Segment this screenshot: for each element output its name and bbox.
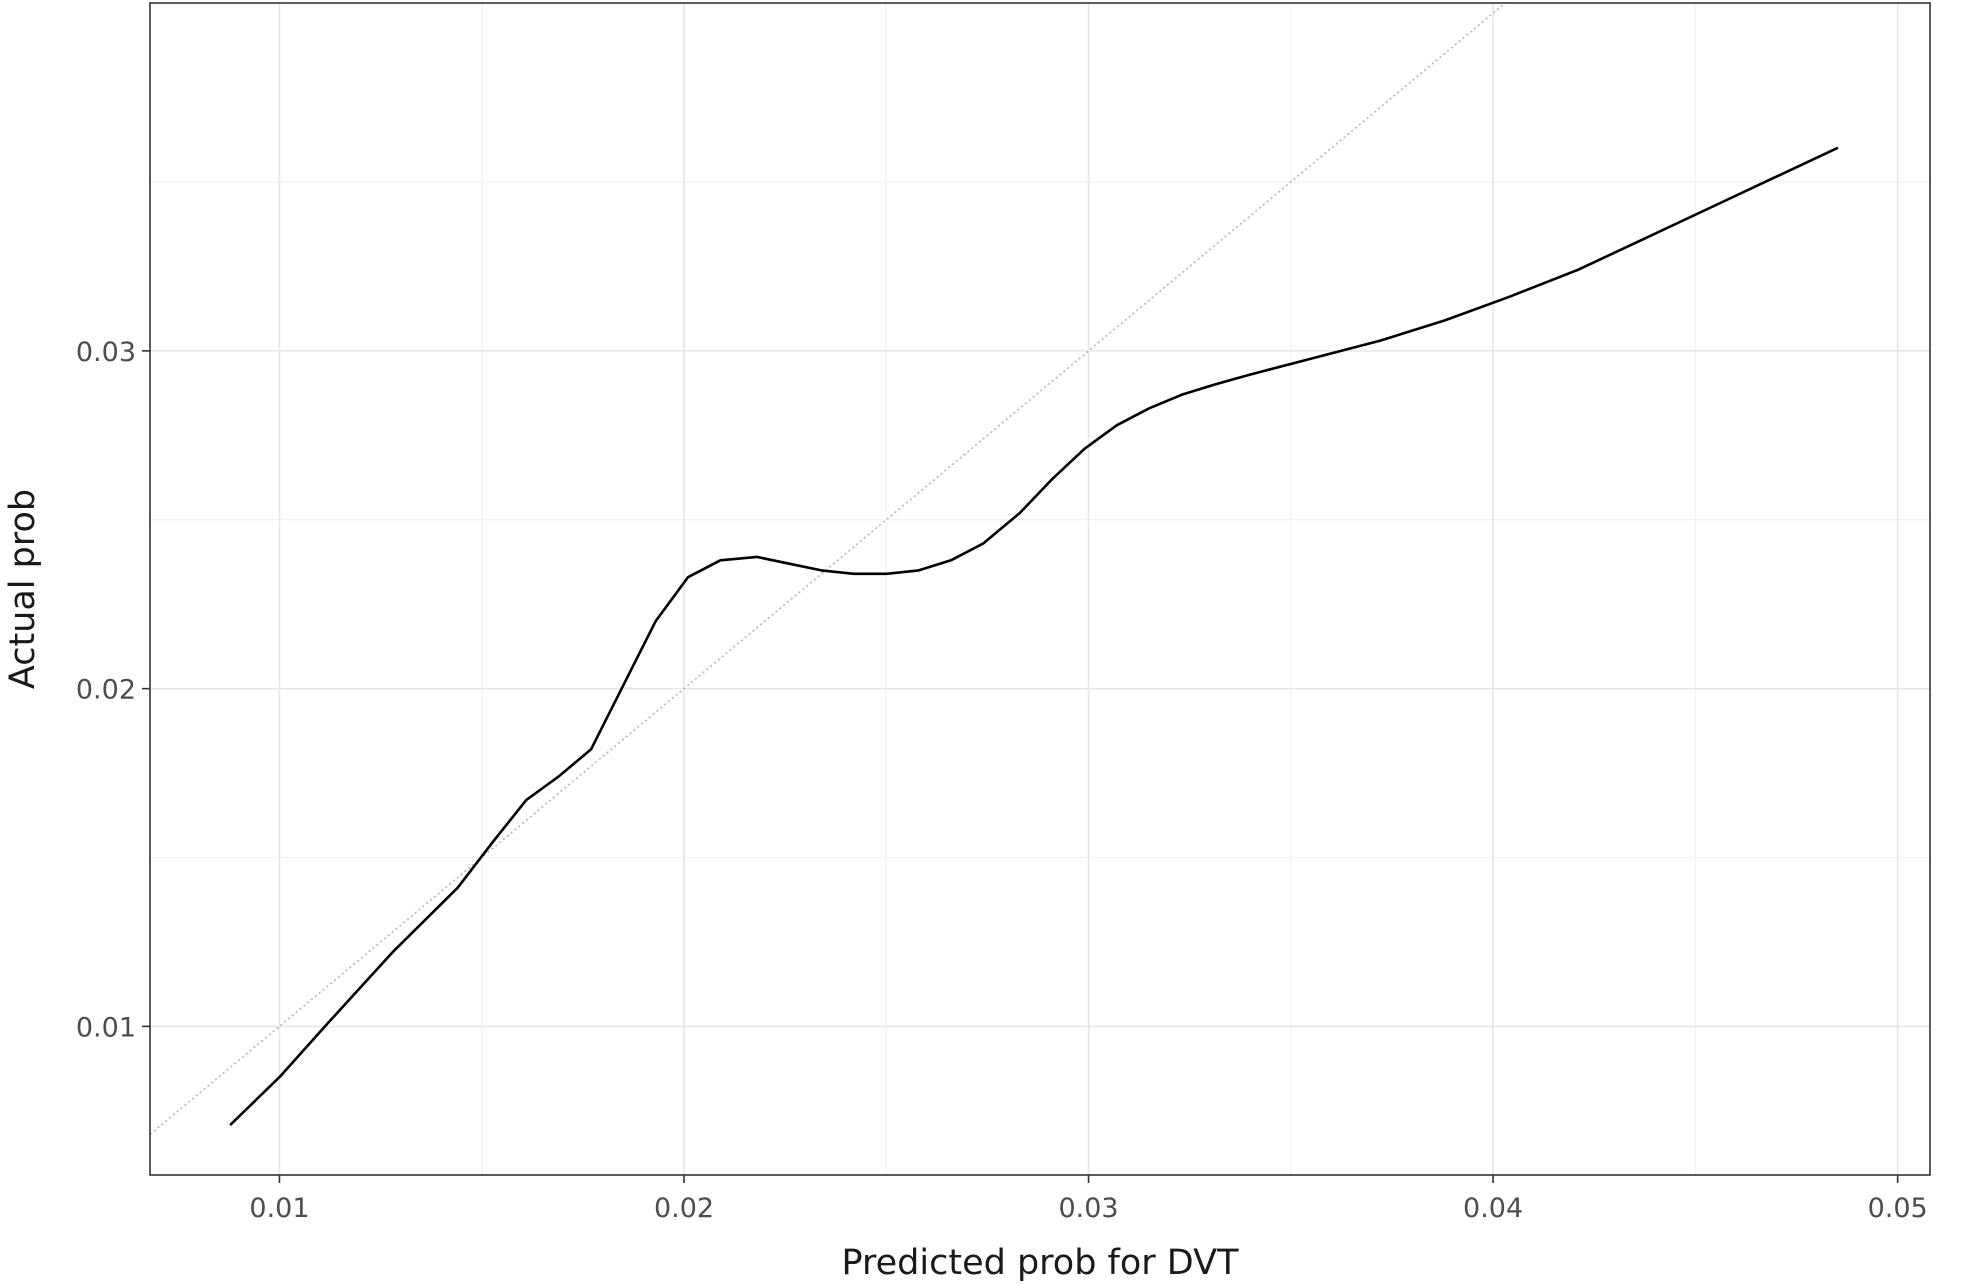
y-tick-label: 0.03: [76, 337, 136, 368]
x-tick-label: 0.01: [249, 1193, 309, 1224]
plot-panel-background: [150, 3, 1930, 1175]
plot-panel-border: [149, 2, 1931, 1176]
x-axis-title: Predicted prob for DVT: [842, 1243, 1240, 1283]
y-axis-ticks: 0.01 0.02 0.03: [76, 337, 150, 1043]
y-tick-label: 0.01: [76, 1012, 136, 1043]
y-axis-title: Actual prob: [3, 489, 43, 689]
x-tick-label: 0.02: [654, 1193, 714, 1224]
major-gridlines: [150, 3, 1930, 1175]
y-tick-label: 0.02: [76, 675, 136, 706]
plot-content: [149, 2, 1839, 1136]
reference-line: [149, 2, 1506, 1136]
minor-gridlines: [150, 3, 1930, 1175]
x-tick-label: 0.04: [1463, 1193, 1523, 1224]
calibration-curve: [229, 146, 1839, 1126]
x-tick-label: 0.05: [1868, 1193, 1928, 1224]
x-tick-label: 0.03: [1058, 1193, 1118, 1224]
x-axis-ticks: 0.01 0.02 0.03 0.04 0.05: [249, 1175, 1928, 1224]
